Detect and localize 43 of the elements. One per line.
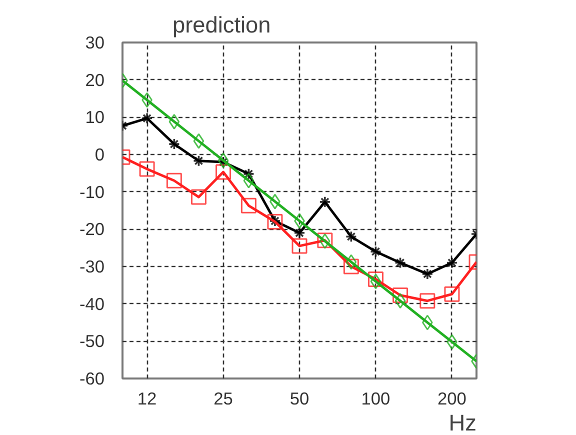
- point: [343, 258, 359, 274]
- point: [216, 164, 232, 180]
- point: [190, 189, 206, 205]
- chart-title: prediction: [172, 12, 271, 38]
- point: [240, 198, 256, 214]
- point: [346, 254, 357, 270]
- point: [394, 256, 406, 269]
- point: [218, 152, 229, 168]
- point: [319, 196, 331, 208]
- point: [345, 230, 358, 243]
- x-tick-label: 50: [290, 388, 310, 408]
- point: [444, 286, 460, 302]
- y-tick-label: -30: [79, 256, 104, 276]
- x-tick-label: 200: [438, 388, 466, 408]
- x-axis-title: Hz: [448, 410, 477, 435]
- point: [420, 293, 436, 309]
- y-tick-label: -40: [79, 294, 104, 314]
- y-tick-label: -60: [79, 368, 104, 388]
- point: [370, 246, 382, 258]
- x-tick-label: 100: [361, 388, 390, 408]
- point: [394, 293, 406, 309]
- y-tick-label: 10: [85, 107, 105, 128]
- point: [242, 168, 255, 180]
- y-tick-label: 20: [85, 70, 105, 90]
- y-tick-label: 30: [85, 32, 105, 52]
- point: [166, 172, 182, 188]
- point: [422, 268, 434, 280]
- y-tick-label: -10: [79, 182, 104, 202]
- point: [139, 161, 155, 177]
- y-tick-label: 0: [94, 144, 105, 164]
- y-tick-label: -50: [79, 331, 104, 352]
- point: [168, 114, 180, 130]
- point: [392, 287, 408, 303]
- x-tick-label: 12: [137, 388, 157, 408]
- point: [193, 133, 204, 149]
- point: [292, 238, 308, 254]
- point: [141, 112, 153, 124]
- y-tick-label: -20: [79, 219, 104, 240]
- point: [168, 138, 180, 150]
- point: [294, 227, 306, 239]
- point: [243, 172, 254, 188]
- point: [446, 256, 458, 269]
- x-tick-label: 25: [214, 388, 233, 408]
